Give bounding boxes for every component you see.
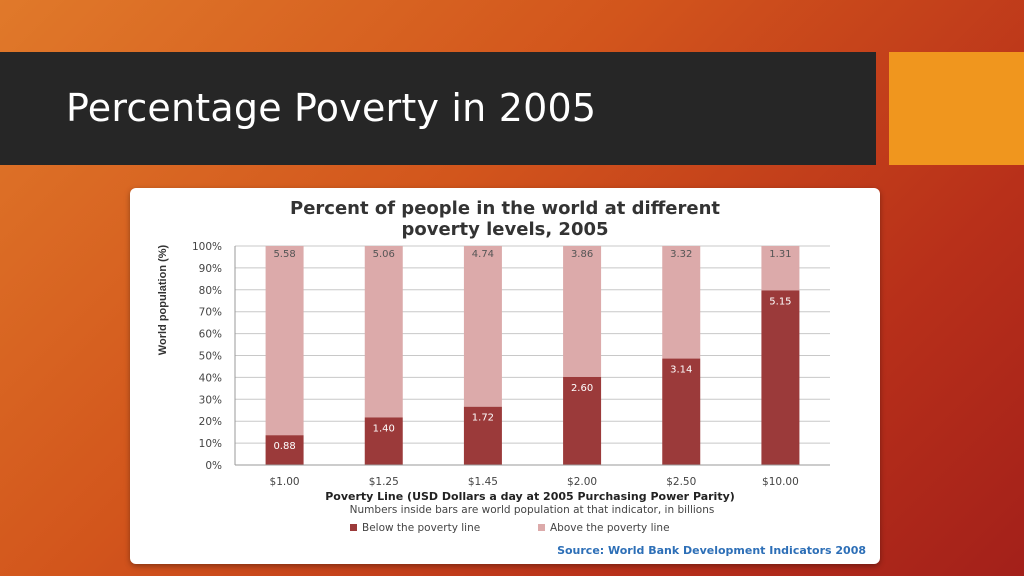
data-label-below: 1.72	[472, 413, 494, 424]
bar-below-4	[662, 358, 701, 465]
x-tick-label: $1.45	[468, 476, 498, 488]
legend-swatch-above	[538, 524, 545, 531]
grid-layer	[235, 245, 830, 444]
data-label-above: 3.86	[571, 249, 593, 260]
bar-below-1	[364, 417, 403, 465]
bar-below-2	[463, 406, 502, 465]
y-tick-label: 80%	[199, 285, 222, 297]
source-text: Source: World Bank Development Indicator…	[557, 544, 866, 557]
y-tick-label: 40%	[199, 372, 222, 384]
title-band	[0, 52, 876, 165]
y-tick-label: 50%	[199, 351, 222, 363]
data-label-above: 1.31	[769, 249, 791, 260]
y-tick-label: 20%	[199, 416, 222, 428]
data-label-below: 1.40	[373, 423, 395, 434]
bar-above-1	[364, 246, 403, 418]
bar-above-0	[265, 246, 304, 436]
data-label-below: 5.15	[769, 296, 791, 307]
legend-label-below: Below the poverty line	[362, 522, 480, 534]
y-tick-label: 10%	[199, 438, 222, 450]
chart-card: Percent of people in the world at differ…	[130, 188, 880, 564]
bar-below-5	[761, 290, 800, 465]
x-tick-label: $2.50	[666, 476, 696, 488]
bar-below-0	[265, 435, 304, 465]
x-tick-label: $10.00	[762, 476, 799, 488]
legend: Below the poverty line Above the poverty…	[350, 522, 670, 534]
bars-layer: 5.58 0.88 5.06 1.40 4.74 1.72 3.86 2.60 3.32 3.14…	[265, 246, 800, 465]
data-label-above: 5.06	[373, 249, 395, 260]
y-tick-label: 30%	[199, 394, 222, 406]
accent-square	[889, 52, 1024, 165]
chart-title-line-2: poverty levels, 2005	[401, 219, 608, 240]
data-label-above: 4.74	[472, 249, 494, 260]
y-tick-label: 90%	[199, 263, 222, 275]
bar-above-5	[761, 246, 800, 291]
chart-note: Numbers inside bars are world population…	[350, 504, 715, 516]
data-label-below: 0.88	[273, 441, 295, 452]
legend-label-above: Above the poverty line	[550, 522, 670, 534]
bar-below-3	[563, 376, 602, 465]
x-tick-label: $2.00	[567, 476, 597, 488]
data-label-above: 5.58	[273, 249, 295, 260]
data-label-below: 3.14	[670, 365, 692, 376]
chart-title-line-1: Percent of people in the world at differ…	[290, 198, 720, 219]
y-axis-label: World population (%)	[157, 244, 169, 355]
y-tick-label: 60%	[199, 329, 222, 341]
poverty-chart: Percent of people in the world at differ…	[157, 198, 866, 557]
data-label-above: 3.32	[670, 249, 692, 260]
x-tick-label: $1.25	[369, 476, 399, 488]
bar-above-4	[662, 246, 701, 359]
slide-title: Percentage Poverty in 2005	[66, 86, 597, 130]
y-tick-label: 100%	[192, 241, 222, 253]
axis-layer: 0% 10% 20% 30% 40% 50% 60% 70% 80% 90% 100% $1.00 $1…	[192, 241, 830, 488]
bar-above-3	[563, 246, 602, 377]
x-tick-label: $1.00	[270, 476, 300, 488]
legend-swatch-below	[350, 524, 357, 531]
bar-above-2	[463, 246, 502, 407]
data-label-below: 2.60	[571, 383, 593, 394]
x-axis-label: Poverty Line (USD Dollars a day at 2005 …	[325, 490, 735, 503]
y-tick-label: 70%	[199, 307, 222, 319]
y-tick-label: 0%	[205, 460, 222, 472]
